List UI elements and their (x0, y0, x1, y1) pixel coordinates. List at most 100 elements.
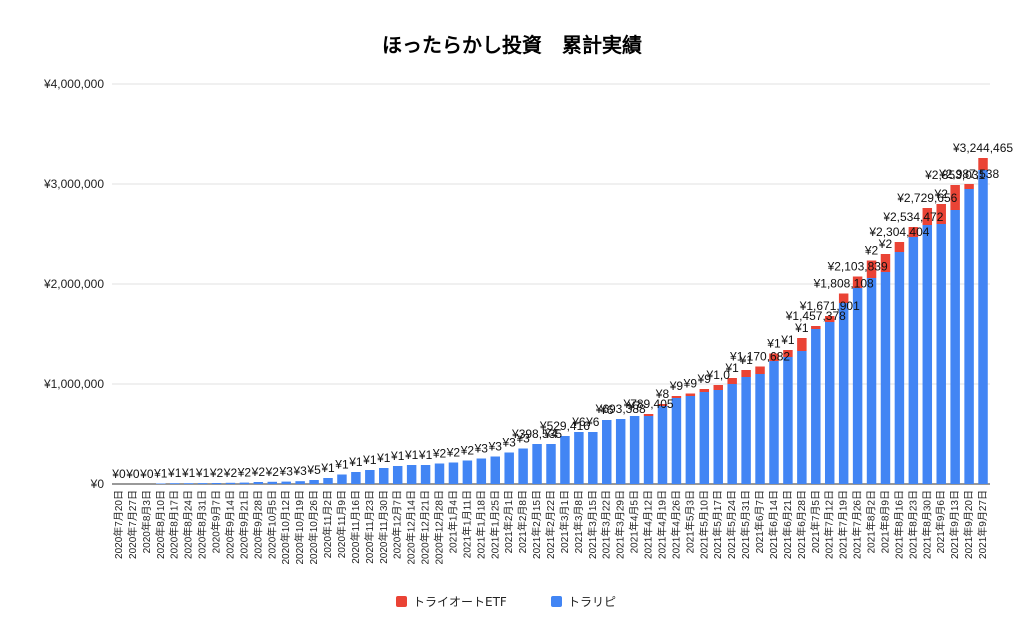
bar-etf[interactable] (783, 350, 793, 357)
bar-etf[interactable] (727, 378, 737, 384)
bar-trarip[interactable] (156, 483, 166, 485)
bar-trarip[interactable] (169, 483, 180, 484)
bar-etf[interactable] (936, 204, 946, 224)
bar-etf[interactable] (824, 316, 835, 322)
y-tick-layer: ¥0 ¥1,000,000 ¥2,000,000 ¥3,000,000 ¥4,000,0… (43, 77, 104, 491)
data-label: ¥2,853,031 (924, 168, 985, 182)
bar-trarip[interactable] (922, 225, 933, 484)
x-tick-label: 2020年10月19日 (293, 490, 306, 565)
bar-trarip[interactable] (588, 432, 598, 484)
bar-trarip[interactable] (197, 483, 208, 484)
data-label: ¥3 (474, 442, 489, 456)
bar-trarip[interactable] (323, 478, 333, 484)
legend-item-etf[interactable]: トライオートETF (396, 595, 507, 609)
bar-trarip[interactable] (253, 482, 264, 484)
bar-trarip[interactable] (546, 444, 556, 484)
bar-etf[interactable] (671, 396, 682, 398)
bar-trarip[interactable] (755, 374, 765, 484)
bar-trarip[interactable] (936, 224, 946, 484)
bar-etf[interactable] (755, 366, 765, 375)
bar-trarip[interactable] (309, 480, 319, 484)
bar-etf[interactable] (657, 404, 668, 406)
bar-trarip[interactable] (894, 252, 905, 484)
bar-trarip[interactable] (518, 448, 528, 485)
bar-trarip[interactable] (908, 237, 919, 484)
bar-etf[interactable] (880, 254, 891, 272)
bar-etf[interactable] (978, 158, 988, 170)
bar-trarip[interactable] (699, 392, 710, 484)
bar-trarip[interactable] (392, 466, 403, 484)
bar-trarip[interactable] (504, 452, 514, 485)
bar-trarip[interactable] (797, 351, 807, 484)
bar-trarip[interactable] (964, 189, 974, 484)
x-tick-label: 2020年9月21日 (237, 490, 250, 559)
bar-trarip[interactable] (880, 272, 891, 484)
data-label: ¥0 (139, 467, 154, 481)
bar-etf[interactable] (797, 338, 807, 351)
bar-trarip[interactable] (462, 460, 473, 485)
bar-etf[interactable] (838, 293, 849, 304)
bar-trarip[interactable] (560, 436, 570, 484)
bar-trarip[interactable] (950, 210, 960, 484)
bar-trarip[interactable] (978, 170, 988, 484)
bar-trarip[interactable] (295, 481, 305, 484)
bar-trarip[interactable] (713, 390, 723, 484)
bar-trarip[interactable] (337, 474, 347, 485)
bar-trarip[interactable] (267, 481, 278, 484)
bar-etf[interactable] (769, 353, 779, 362)
bar-etf[interactable] (908, 227, 919, 237)
bar-trarip[interactable] (741, 377, 751, 484)
bar-trarip[interactable] (476, 458, 487, 485)
bar-trarip[interactable] (532, 444, 542, 484)
bar-etf[interactable] (811, 326, 821, 329)
bar-etf[interactable] (964, 184, 974, 189)
x-tick-label: 2021年9月20日 (962, 490, 975, 559)
bar-etf[interactable] (950, 185, 960, 210)
bar-trarip[interactable] (365, 470, 375, 484)
bar-trarip[interactable] (811, 329, 821, 484)
bar-trarip[interactable] (420, 465, 431, 484)
x-tick-label: 2020年11月16日 (349, 490, 362, 564)
bar-trarip[interactable] (629, 416, 640, 484)
bar-trarip[interactable] (643, 416, 654, 484)
bar-trarip[interactable] (852, 288, 863, 484)
bar-etf[interactable] (643, 414, 654, 416)
bar-trarip[interactable] (225, 482, 236, 484)
bar-etf[interactable] (852, 276, 863, 289)
bar-trarip[interactable] (769, 361, 779, 484)
bar-etf[interactable] (894, 242, 905, 252)
bar-trarip[interactable] (379, 468, 389, 484)
bar-trarip[interactable] (490, 456, 500, 485)
data-label: ¥2 (446, 446, 461, 460)
bar-trarip[interactable] (211, 483, 222, 484)
bar-etf[interactable] (699, 389, 710, 392)
bar-trarip[interactable] (657, 406, 668, 484)
bar-trarip[interactable] (239, 482, 250, 484)
legend-item-trarip[interactable]: トラリピ (551, 595, 616, 609)
bar-trarip[interactable] (615, 419, 626, 484)
bar-trarip[interactable] (727, 384, 737, 484)
bar-etf[interactable] (922, 208, 933, 225)
bar-trarip[interactable] (574, 432, 584, 484)
bar-trarip[interactable] (448, 462, 459, 485)
bar-trarip[interactable] (281, 481, 291, 484)
bar-etf[interactable] (685, 393, 696, 397)
bar-trarip[interactable] (406, 465, 417, 484)
bar-trarip[interactable] (602, 420, 612, 484)
bar-etf[interactable] (741, 370, 751, 377)
bar-trarip[interactable] (671, 398, 682, 484)
bar-trarip[interactable] (434, 463, 445, 485)
x-tick-label: 2021年7月5日 (809, 490, 822, 553)
bar-trarip[interactable] (838, 303, 849, 484)
x-tick-label: 2021年3月22日 (600, 490, 613, 559)
bar-etf[interactable] (713, 385, 723, 390)
bar-trarip[interactable] (824, 322, 835, 484)
bar-trarip[interactable] (783, 357, 793, 484)
bar-trarip[interactable] (685, 396, 696, 484)
bar-trarip[interactable] (183, 483, 194, 484)
x-tick-label: 2020年12月28日 (433, 490, 446, 565)
bar-trarip[interactable] (351, 472, 361, 484)
bar-trarip[interactable] (866, 278, 877, 484)
legend-label-trarip: トラリピ (568, 595, 616, 609)
bar-etf[interactable] (866, 260, 877, 279)
